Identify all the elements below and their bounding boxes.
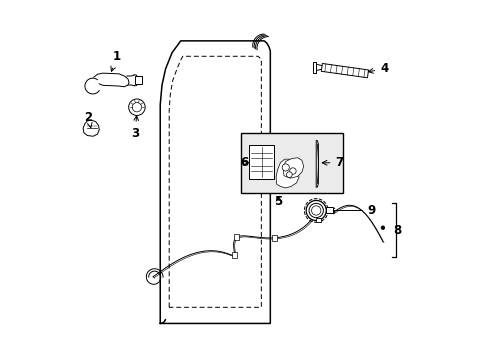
- Circle shape: [311, 206, 320, 215]
- Polygon shape: [92, 73, 129, 87]
- Bar: [325, 207, 332, 213]
- Text: 3: 3: [131, 116, 139, 140]
- Circle shape: [282, 164, 289, 171]
- Polygon shape: [283, 158, 303, 178]
- Text: 8: 8: [392, 224, 400, 237]
- Text: 4: 4: [367, 62, 387, 75]
- Circle shape: [380, 226, 384, 229]
- Polygon shape: [85, 78, 99, 94]
- Text: 7: 7: [322, 156, 343, 169]
- Text: 6: 6: [240, 156, 248, 169]
- Polygon shape: [312, 62, 316, 73]
- Circle shape: [308, 203, 323, 218]
- Circle shape: [286, 172, 292, 177]
- Circle shape: [132, 103, 142, 112]
- Polygon shape: [276, 159, 298, 188]
- Polygon shape: [321, 63, 368, 78]
- Text: 2: 2: [84, 111, 92, 128]
- Text: 1: 1: [111, 50, 121, 71]
- Bar: [316, 218, 321, 222]
- Text: 9: 9: [329, 204, 375, 217]
- Polygon shape: [83, 120, 99, 136]
- Bar: [271, 235, 277, 241]
- Bar: [241, 134, 343, 193]
- Bar: [231, 252, 237, 258]
- Circle shape: [305, 201, 325, 221]
- Polygon shape: [316, 140, 318, 187]
- Bar: [233, 234, 239, 240]
- Circle shape: [128, 99, 145, 116]
- Text: 5: 5: [274, 195, 282, 208]
- Circle shape: [289, 168, 296, 174]
- Bar: [249, 145, 274, 179]
- Bar: [135, 76, 142, 84]
